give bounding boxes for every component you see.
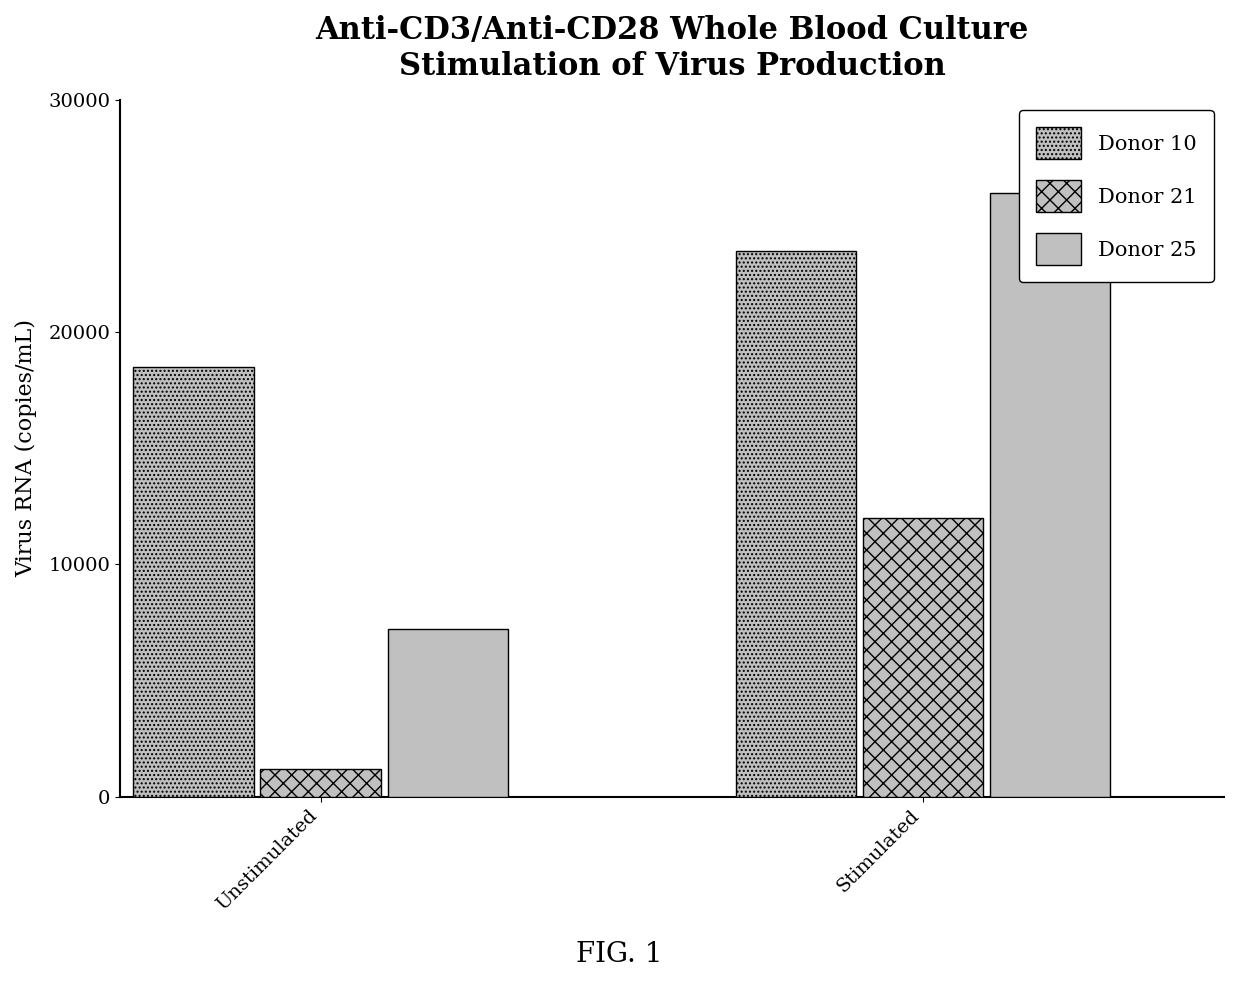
- Bar: [862, 518, 983, 796]
- Bar: [260, 769, 380, 796]
- Bar: [990, 193, 1110, 796]
- Text: FIG. 1: FIG. 1: [576, 942, 663, 968]
- Title: Anti-CD3/Anti-CD28 Whole Blood Culture
Stimulation of Virus Production: Anti-CD3/Anti-CD28 Whole Blood Culture S…: [315, 15, 1028, 82]
- Bar: [736, 251, 856, 796]
- Y-axis label: Virus RNA (copies/mL): Virus RNA (copies/mL): [15, 319, 37, 577]
- Bar: [134, 367, 254, 796]
- Bar: [388, 629, 508, 796]
- Legend: Donor 10, Donor 21, Donor 25: Donor 10, Donor 21, Donor 25: [1018, 111, 1213, 282]
